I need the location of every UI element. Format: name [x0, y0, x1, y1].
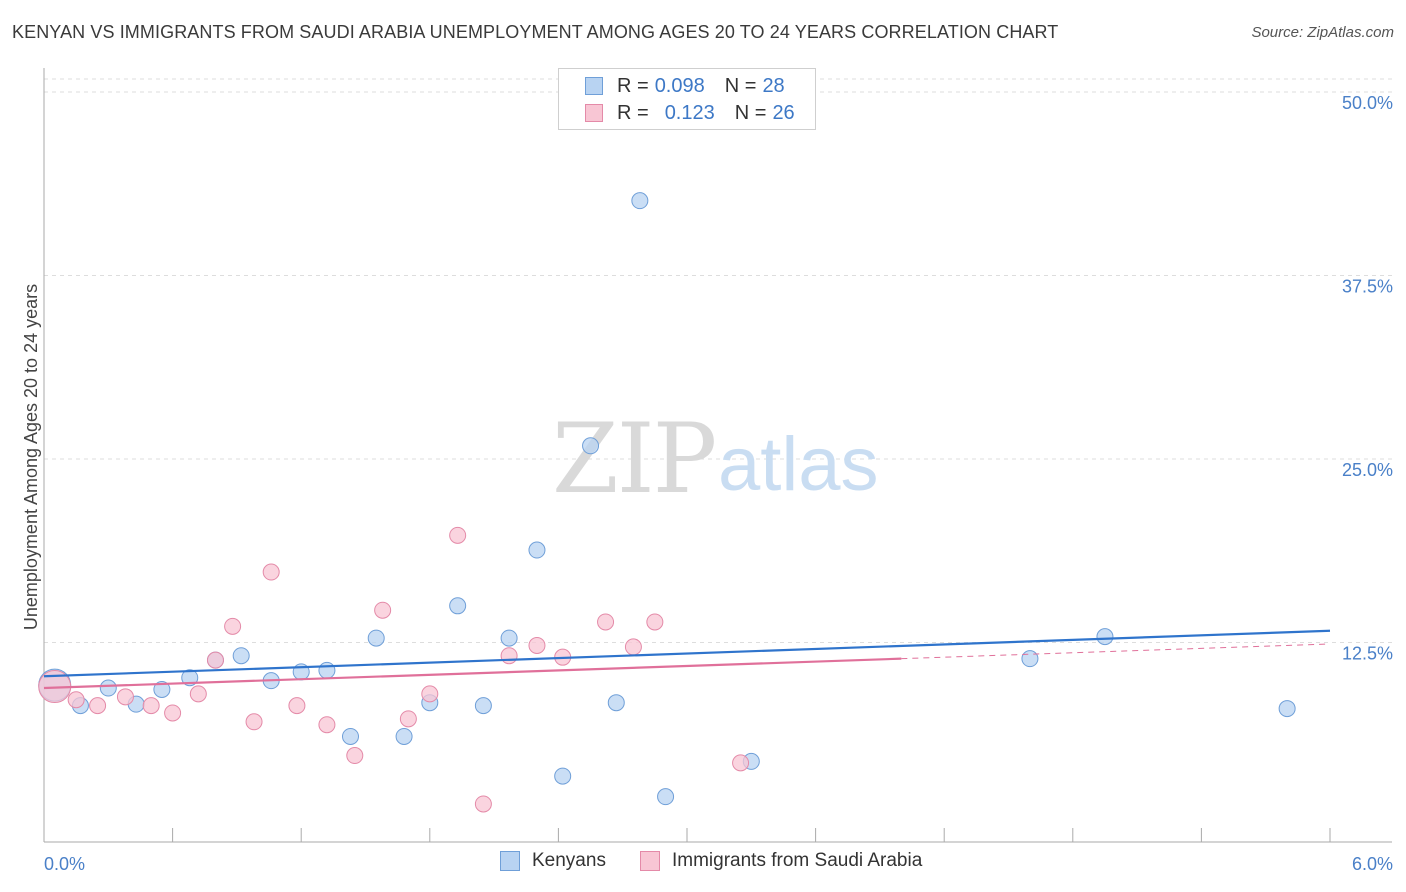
saudi-point [116, 688, 134, 706]
saudi-point [399, 710, 417, 728]
trend-lines [43, 629, 1331, 690]
saudi-point [346, 747, 364, 765]
legend-row-saudi: R = 0.123 N = 26 [585, 101, 795, 125]
x-tick-label: 6.0% [1352, 854, 1393, 874]
saudi-point [164, 704, 182, 722]
saudi-legend-swatch [640, 851, 660, 871]
gridlines [44, 78, 1392, 644]
n-label: N = [734, 101, 767, 124]
data-points [38, 192, 1296, 813]
y-axis-label: Unemployment Among Ages 20 to 24 years [21, 284, 41, 630]
saudi-point [142, 697, 160, 715]
saudi-point [421, 685, 439, 703]
y-tick-label: 12.5% [1342, 644, 1393, 664]
kenyan-point [1278, 700, 1296, 718]
saudi-point [262, 563, 280, 581]
chart-title: KENYAN VS IMMIGRANTS FROM SAUDI ARABIA U… [12, 22, 1059, 42]
kenyan-point [232, 647, 250, 665]
kenyan-point [607, 694, 625, 712]
kenyans-swatch [585, 77, 603, 95]
kenyan-point [474, 697, 492, 715]
kenyan-point [500, 629, 518, 647]
x-tick-label: 0.0% [44, 854, 85, 874]
y-tick-labels: 12.5% 25.0% 37.5% 50.0% [1342, 93, 1393, 663]
kenyan-trend-line [43, 629, 1331, 678]
kenyan-point [1021, 650, 1039, 668]
saudi-point [597, 613, 615, 631]
kenyan-point [99, 679, 117, 697]
watermark-atlas: atlas [718, 422, 879, 507]
n-label: N = [724, 74, 757, 97]
correlation-legend: R = 0.098 N = 28 R = 0.123 N = 26 [558, 68, 816, 130]
watermark-zip: ZIP [552, 403, 715, 515]
y-tick-label: 50.0% [1342, 93, 1393, 113]
saudi-point [449, 526, 467, 544]
y-tick-label: 37.5% [1342, 277, 1393, 297]
kenyans-legend-swatch [500, 851, 520, 871]
saudi-point [646, 613, 664, 631]
saudi-point [528, 636, 546, 654]
kenyan-point [367, 629, 385, 647]
saudi-point [318, 716, 336, 734]
legend-item-kenyans: Kenyans [500, 850, 606, 872]
kenyan-point [582, 437, 600, 455]
saudi-point [288, 697, 306, 715]
saudi-swatch [585, 104, 603, 122]
kenyan-point [318, 661, 336, 679]
kenyans-legend-label: Kenyans [532, 850, 606, 871]
saudi-point [474, 795, 492, 813]
saudi-point [245, 713, 263, 731]
saudi-point [189, 685, 207, 703]
saudi-point [732, 754, 750, 772]
kenyan-point [554, 767, 572, 785]
kenyan-point [341, 727, 359, 745]
r-label: R = [617, 74, 649, 97]
source-label: Source: ZipAtlas.com [1251, 24, 1394, 41]
kenyan-point [395, 727, 413, 745]
y-tick-label: 25.0% [1342, 460, 1393, 480]
x-tick-labels: 0.0% 6.0% [44, 854, 1393, 874]
saudi-point [224, 617, 242, 635]
saudi-point [67, 691, 85, 709]
saudi-point [624, 638, 642, 656]
r-value: 0.098 [654, 74, 705, 97]
kenyan-point [1096, 628, 1114, 646]
kenyan-point [657, 788, 675, 806]
kenyan-point [528, 541, 546, 559]
r-value: 0.123 [664, 101, 715, 124]
kenyan-point [181, 669, 199, 687]
saudi-trend-extension [901, 643, 1331, 660]
r-label: R = [617, 101, 649, 124]
legend-item-saudi: Immigrants from Saudi Arabia [640, 850, 922, 872]
n-value: 28 [762, 74, 785, 97]
saudi-point [89, 697, 107, 715]
kenyan-point [153, 680, 171, 698]
n-value: 26 [772, 101, 795, 124]
kenyan-point [631, 192, 649, 210]
series-legend: Kenyans Immigrants from Saudi Arabia [0, 850, 1406, 878]
legend-row-kenyans: R = 0.098 N = 28 [585, 74, 785, 98]
kenyan-point [449, 597, 467, 615]
saudi-legend-label: Immigrants from Saudi Arabia [672, 850, 923, 871]
saudi-point [374, 601, 392, 619]
axes [43, 68, 1392, 843]
saudi-point [500, 647, 518, 665]
saudi-trend-line [43, 657, 902, 690]
saudi-point [206, 651, 224, 669]
